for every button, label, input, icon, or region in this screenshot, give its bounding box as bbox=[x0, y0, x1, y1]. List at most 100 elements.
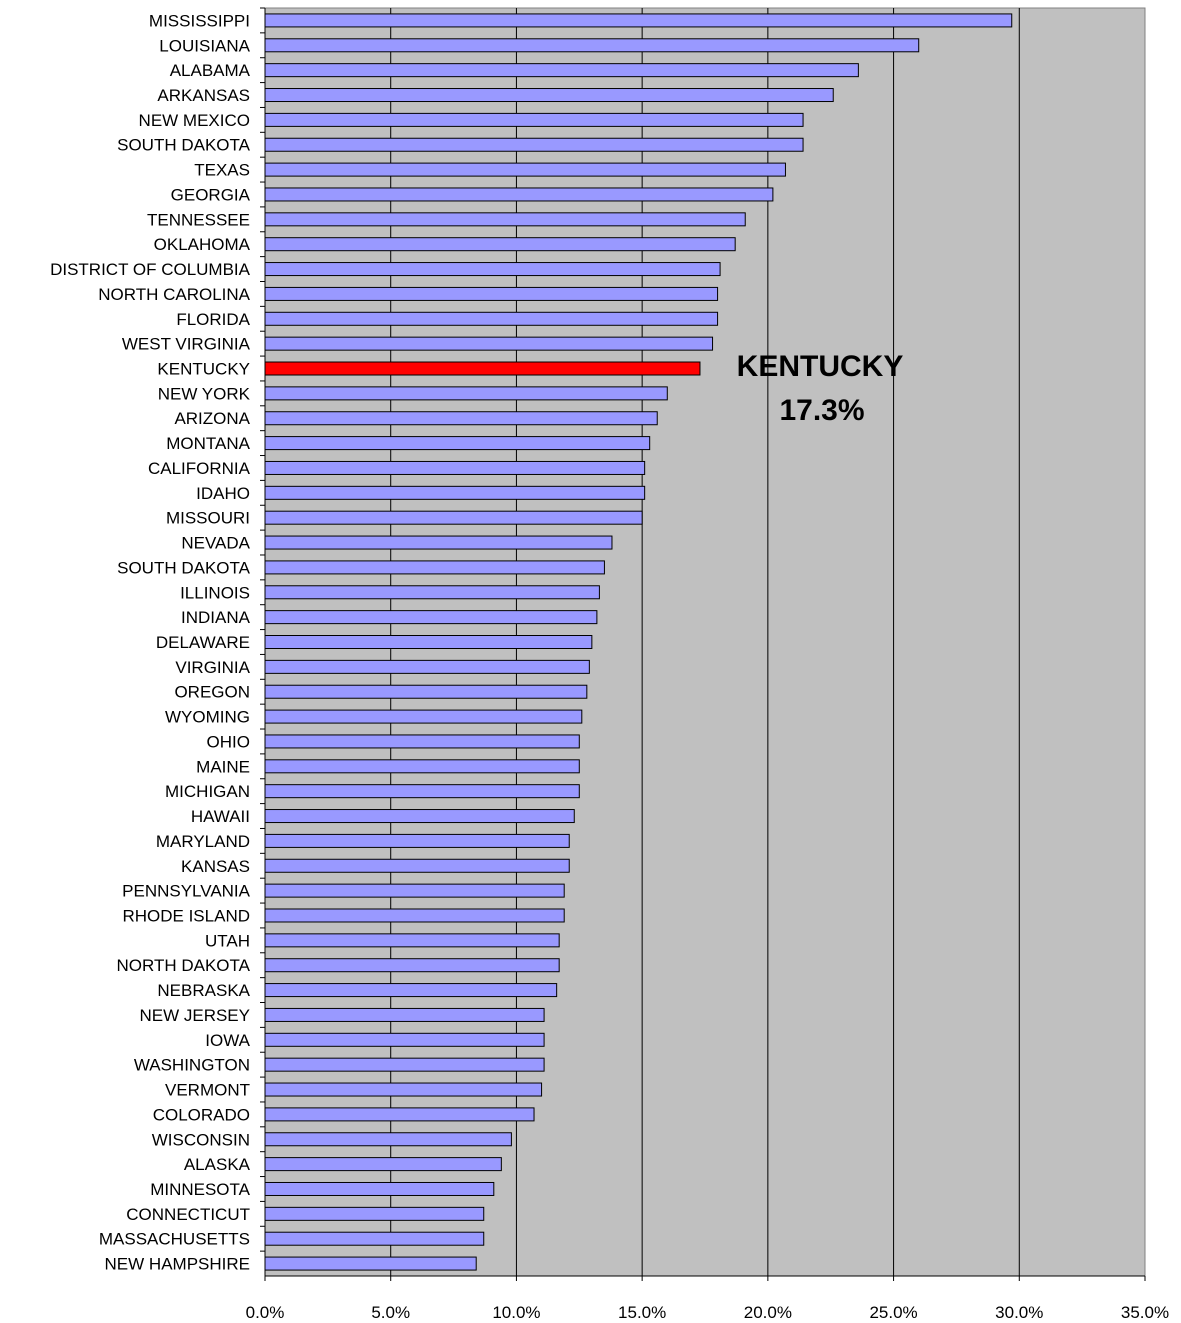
x-tick-label: 15.0% bbox=[618, 1303, 666, 1322]
category-label: MASSACHUSETTS bbox=[99, 1230, 250, 1249]
bar bbox=[264, 187, 774, 202]
category-label: MONTANA bbox=[166, 434, 250, 453]
bar bbox=[264, 436, 651, 451]
bar bbox=[264, 63, 859, 78]
category-label: WYOMING bbox=[165, 708, 250, 727]
category-label: COLORADO bbox=[153, 1105, 250, 1124]
bar bbox=[264, 88, 834, 103]
bar bbox=[264, 311, 719, 326]
category-label: SOUTH DAKOTA bbox=[117, 558, 251, 577]
bar bbox=[264, 610, 598, 625]
category-label: KANSAS bbox=[181, 857, 250, 876]
category-label: LOUISIANA bbox=[159, 36, 250, 55]
bar bbox=[264, 1206, 485, 1221]
category-label: TENNESSEE bbox=[147, 210, 250, 229]
bar bbox=[264, 659, 590, 674]
category-label: DISTRICT OF COLUMBIA bbox=[50, 260, 251, 279]
category-label: WEST VIRGINIA bbox=[122, 335, 251, 354]
bar bbox=[264, 1107, 535, 1122]
category-label: DELAWARE bbox=[156, 633, 250, 652]
bar bbox=[264, 535, 613, 550]
bar bbox=[264, 38, 920, 53]
bar bbox=[264, 684, 588, 699]
category-label: CONNECTICUT bbox=[126, 1205, 250, 1224]
bar bbox=[264, 137, 804, 152]
category-label: MISSISSIPPI bbox=[149, 11, 250, 30]
category-label: NEW YORK bbox=[158, 384, 251, 403]
bar bbox=[264, 460, 646, 475]
bar bbox=[264, 510, 643, 525]
category-label: MINNESOTA bbox=[150, 1180, 250, 1199]
category-label: NEW JERSEY bbox=[139, 1006, 250, 1025]
category-label: FLORIDA bbox=[176, 310, 250, 329]
category-label: ALASKA bbox=[184, 1155, 251, 1174]
bar bbox=[264, 485, 646, 500]
annotation-state: KENTUCKY bbox=[737, 350, 904, 383]
bar bbox=[264, 212, 746, 227]
bar bbox=[264, 809, 575, 824]
category-label: MAINE bbox=[196, 757, 250, 776]
category-label: IDAHO bbox=[196, 484, 250, 503]
category-label: OHIO bbox=[207, 732, 250, 751]
bar bbox=[264, 858, 570, 873]
category-label: VERMONT bbox=[165, 1081, 250, 1100]
bar bbox=[264, 784, 580, 799]
x-tick-label: 35.0% bbox=[1121, 1303, 1169, 1322]
bar-highlight bbox=[264, 361, 701, 376]
bar bbox=[264, 709, 583, 724]
category-label: CALIFORNIA bbox=[148, 459, 251, 478]
category-label: GEORGIA bbox=[171, 185, 251, 204]
category-label: NEW HAMPSHIRE bbox=[105, 1255, 250, 1274]
annotation-value: 17.3% bbox=[779, 394, 864, 427]
bar bbox=[264, 635, 593, 649]
x-tick-label: 25.0% bbox=[869, 1303, 917, 1322]
category-label: OKLAHOMA bbox=[154, 235, 251, 254]
bar bbox=[264, 13, 1013, 28]
category-labels: MISSISSIPPI LOUISIANA ALABAMA ARKANSAS NEW M… bbox=[50, 11, 251, 1273]
category-label: RHODE ISLAND bbox=[122, 906, 250, 925]
bar bbox=[264, 560, 605, 575]
x-tick-label: 30.0% bbox=[995, 1303, 1043, 1322]
bar bbox=[264, 585, 600, 600]
bar bbox=[264, 734, 580, 749]
bar bbox=[264, 112, 804, 127]
category-label: NEBRASKA bbox=[157, 981, 250, 1000]
category-label: SOUTH DAKOTA bbox=[117, 136, 251, 155]
category-label: MISSOURI bbox=[166, 509, 250, 528]
category-label: MICHIGAN bbox=[165, 782, 250, 801]
bar bbox=[264, 883, 565, 898]
bar bbox=[264, 1057, 545, 1072]
bar bbox=[264, 1231, 485, 1246]
category-label: MARYLAND bbox=[156, 832, 250, 851]
category-label: VIRGINIA bbox=[175, 658, 250, 677]
bar bbox=[264, 1007, 545, 1022]
bar bbox=[264, 262, 721, 277]
category-label: UTAH bbox=[205, 931, 250, 950]
bar bbox=[264, 1032, 545, 1047]
bar bbox=[264, 908, 565, 923]
x-tick-label: 20.0% bbox=[744, 1303, 792, 1322]
category-label: NORTH CAROLINA bbox=[98, 285, 250, 304]
category-label: KENTUCKY bbox=[157, 360, 250, 379]
bar bbox=[264, 958, 560, 973]
bar bbox=[264, 1181, 495, 1196]
category-label: NEW MEXICO bbox=[139, 111, 250, 130]
category-label: NEVADA bbox=[181, 534, 250, 553]
category-label: ARKANSAS bbox=[157, 86, 250, 105]
bar bbox=[264, 759, 580, 774]
x-tick-label: 5.0% bbox=[371, 1303, 410, 1322]
bar bbox=[264, 1157, 502, 1172]
bar bbox=[264, 286, 719, 301]
bar bbox=[264, 833, 570, 848]
x-tick-label: 0.0% bbox=[246, 1303, 285, 1322]
category-label: WASHINGTON bbox=[134, 1056, 250, 1075]
category-label: ARIZONA bbox=[174, 409, 250, 428]
category-label: ILLINOIS bbox=[180, 583, 250, 602]
category-label: ALABAMA bbox=[170, 61, 251, 80]
category-label: OREGON bbox=[174, 683, 250, 702]
x-tick-label: 10.0% bbox=[492, 1303, 540, 1322]
category-label: PENNSYLVANIA bbox=[122, 882, 251, 901]
bar bbox=[264, 411, 658, 426]
bar bbox=[264, 162, 786, 177]
